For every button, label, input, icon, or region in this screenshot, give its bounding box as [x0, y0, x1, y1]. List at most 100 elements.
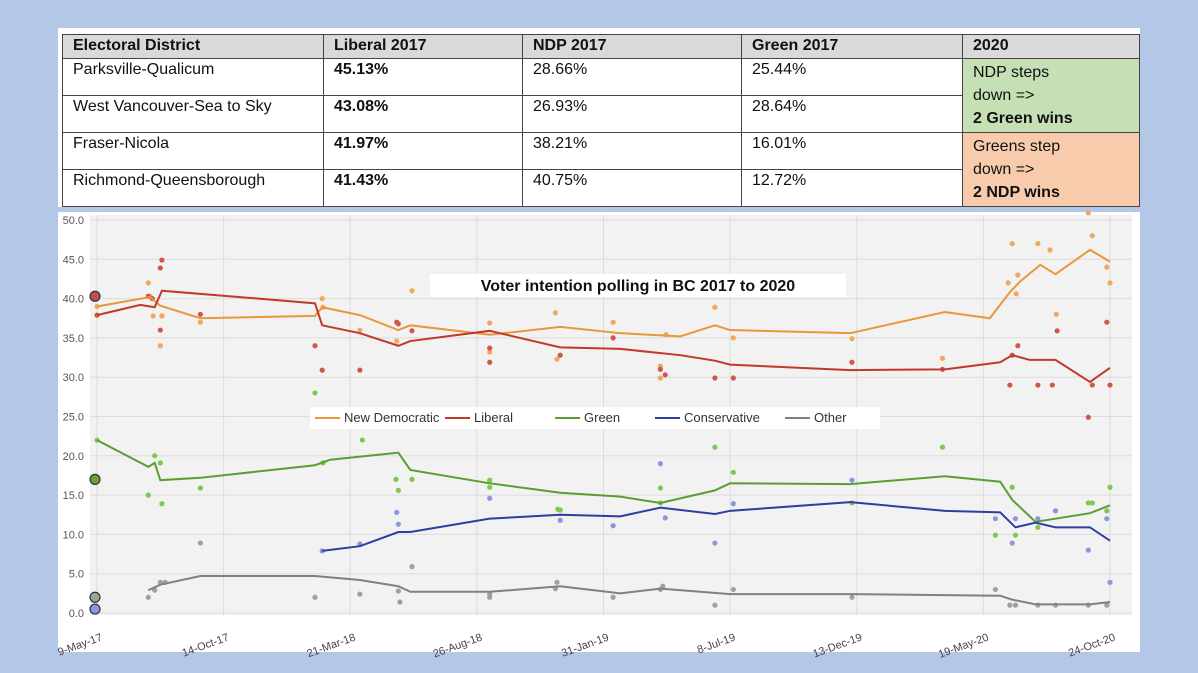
- conservative-poll-point: [1052, 508, 1059, 514]
- new-democratic-poll-point: [145, 280, 151, 286]
- new-democratic-poll-point: [159, 313, 165, 319]
- other-poll-point: [357, 591, 363, 597]
- new-democratic-poll-point: [1005, 280, 1011, 286]
- new-democratic-poll-point: [554, 356, 560, 362]
- y-tick-label: 5.0: [69, 569, 84, 581]
- x-tick-label: 9-May-17: [56, 632, 104, 659]
- liberal-poll-point: [1085, 414, 1091, 420]
- green-poll-point: [712, 444, 718, 450]
- green-poll-point: [657, 485, 664, 491]
- other-poll-point: [610, 594, 616, 600]
- conservative-poll-point: [1107, 579, 1113, 585]
- conservative-poll-point: [849, 477, 855, 483]
- liberal-poll-point: [159, 257, 165, 263]
- green-2017-election-marker: [89, 473, 101, 485]
- conservative-poll-point: [557, 517, 563, 523]
- liberal-poll-point: [1089, 382, 1095, 388]
- outcome-result: 2 Green wins: [973, 110, 1073, 127]
- new-democratic-poll-point: [357, 327, 363, 333]
- new-democratic-poll-point: [1015, 272, 1021, 278]
- district-table: Electoral District Liberal 2017 NDP 2017…: [62, 34, 1140, 207]
- liberal-poll-point: [849, 359, 855, 365]
- new-democratic-poll-point: [1107, 280, 1113, 286]
- x-tick-label: 14-Oct-17: [181, 632, 231, 660]
- liberal-poll-point: [157, 265, 163, 271]
- conservative-2017-election-marker: [89, 603, 101, 615]
- liberal-poll-point: [157, 327, 163, 333]
- y-tick-label: 20.0: [63, 451, 84, 463]
- liberal-poll-point: [712, 375, 718, 381]
- liberal-poll-point: [1107, 382, 1113, 388]
- conservative-poll-point: [394, 509, 400, 515]
- liberal-poll-point: [487, 345, 493, 351]
- liberal-share: 41.43%: [323, 169, 523, 207]
- y-tick-label: 0.0: [69, 608, 84, 620]
- table-row: Parksville-Qualicum 45.13% 28.66% 25.44%…: [62, 58, 1140, 133]
- x-tick-label: 31-Jan-19: [560, 632, 611, 660]
- other-poll-point: [145, 594, 151, 600]
- legend-label-new-democratic: New Democratic: [344, 410, 440, 425]
- new-democratic-poll-point: [487, 320, 493, 326]
- liberal-poll-point: [319, 367, 325, 373]
- x-tick-label: 8-Jul-19: [696, 632, 737, 657]
- green-poll-point: [359, 437, 365, 443]
- liberal-poll-point: [197, 311, 203, 317]
- green-poll-point: [393, 476, 399, 482]
- conservative-poll-point: [1035, 516, 1041, 522]
- conservative-poll-point: [712, 540, 718, 546]
- other-poll-point: [395, 588, 401, 594]
- x-tick-label: 13-Dec-19: [811, 632, 863, 661]
- new-democratic-poll-point: [1047, 247, 1053, 253]
- y-tick-label: 30.0: [63, 372, 84, 384]
- liberal-poll-point: [1007, 382, 1013, 388]
- other-poll-point: [712, 602, 718, 608]
- new-democratic-poll-point: [610, 319, 616, 325]
- green-poll-point: [159, 501, 165, 507]
- liberal-poll-point: [312, 343, 318, 349]
- green-poll-point: [395, 487, 401, 493]
- new-democratic-poll-point: [1013, 291, 1019, 297]
- other-poll-point: [1012, 602, 1019, 608]
- district-table-panel: Electoral District Liberal 2017 NDP 2017…: [58, 28, 1140, 207]
- x-tick-label: 26-Aug-18: [432, 632, 484, 661]
- conservative-trend-line: [322, 501, 1111, 552]
- green-poll-point: [1012, 532, 1019, 538]
- district-name: Fraser-Nicola: [62, 132, 324, 170]
- legend-label-conservative: Conservative: [684, 410, 760, 425]
- green-poll-point: [1089, 500, 1095, 506]
- green-poll-point: [992, 532, 998, 538]
- header-liberal: Liberal 2017: [323, 34, 523, 59]
- conservative-poll-point: [1009, 540, 1015, 546]
- green-poll-point: [557, 507, 563, 513]
- new-democratic-poll-point: [1104, 264, 1110, 270]
- green-trend-line: [96, 439, 1111, 523]
- other-poll-point: [409, 564, 415, 570]
- conservative-poll-point: [1104, 516, 1110, 522]
- y-tick-label: 10.0: [63, 529, 84, 541]
- green-poll-point: [145, 492, 151, 498]
- liberal-poll-point: [1054, 328, 1060, 334]
- ndp-share: 40.75%: [522, 169, 742, 207]
- conservative-poll-point: [395, 521, 401, 527]
- table-row: Richmond-Queensborough 41.43% 40.75% 12.…: [62, 169, 1140, 207]
- other-poll-point: [312, 594, 318, 600]
- liberal-trend-line: [96, 289, 1111, 384]
- liberal-poll-point: [557, 352, 563, 358]
- new-democratic-poll-point: [657, 375, 664, 381]
- new-democratic-poll-point: [939, 355, 946, 361]
- green-poll-point: [487, 477, 493, 483]
- new-democratic-poll-point: [487, 349, 493, 355]
- liberal-poll-point: [730, 375, 736, 381]
- other-2017-election-marker: [89, 591, 101, 603]
- other-poll-point: [1104, 602, 1110, 608]
- district-name: West Vancouver-Sea to Sky: [62, 95, 324, 133]
- green-share: 25.44%: [741, 58, 963, 96]
- header-green: Green 2017: [741, 34, 963, 59]
- green-poll-point: [1009, 484, 1015, 490]
- y-tick-label: 45.0: [63, 254, 84, 266]
- other-poll-point: [660, 583, 666, 589]
- legend-box: [310, 407, 880, 429]
- other-poll-point: [397, 599, 403, 605]
- green-poll-point: [1104, 508, 1110, 514]
- outcome-line: down =>: [973, 161, 1035, 178]
